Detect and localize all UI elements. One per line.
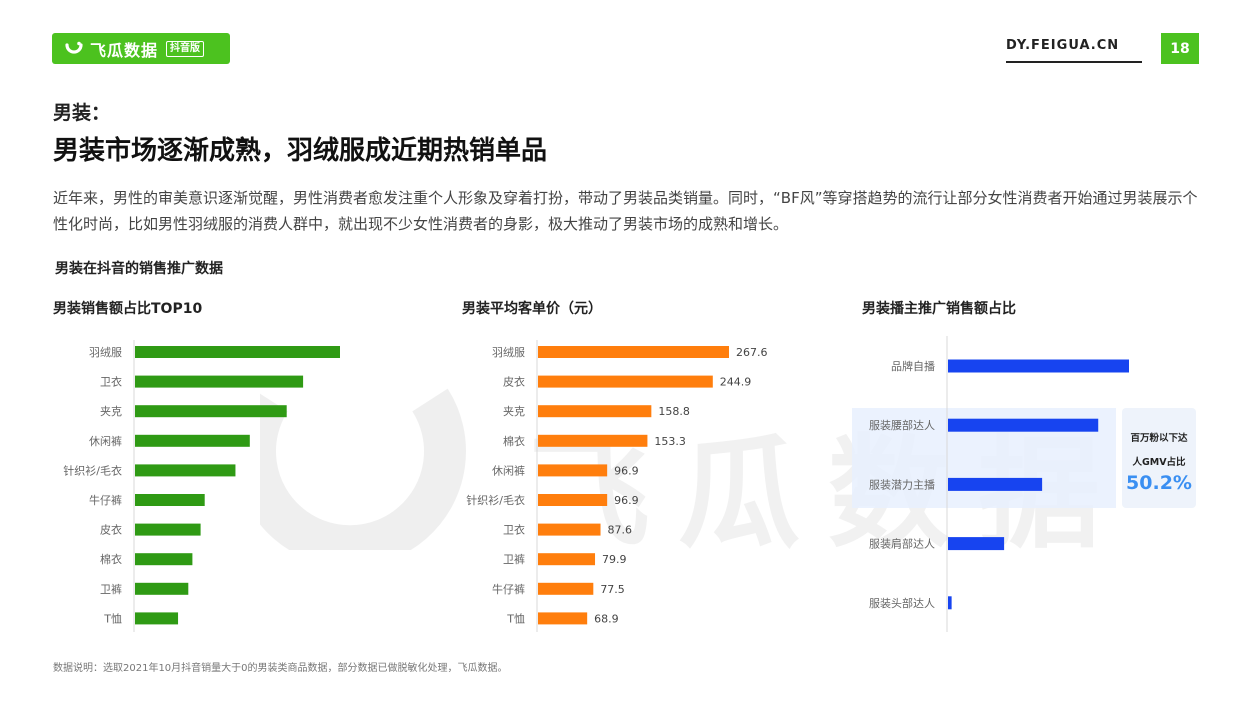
chart-1-value-label: 77.5 [600,583,625,596]
chart-1-category-label: 休闲裤 [492,463,525,477]
chart-0-category-label: 卫裤 [100,582,122,596]
page-number: 18 [1161,33,1199,64]
chart-title-streamer-share: 男装播主推广销售额占比 [862,301,1016,317]
chart-1-bar [538,553,596,566]
logo-badge: 抖音版 [166,40,205,57]
chart-2-bar [948,418,1099,432]
chart-1-category-label: 夹克 [503,405,525,418]
chart-1-value-label: 87.6 [608,524,633,537]
chart-2-category-label: 服装潜力主播 [869,477,935,491]
chart-0-category-label: 休闲裤 [89,434,122,448]
chart-title-sales-share: 男装销售额占比TOP10 [53,301,203,317]
chart-0-bar [135,612,179,625]
logo-text: 飞瓜数据 [90,40,159,60]
chart-1-bar [538,375,713,388]
chart-0-category-label: 卫衣 [100,375,122,389]
chart-0-bar [135,553,193,566]
chart-2-bar [948,359,1129,373]
annotation-value: 50.2% [1126,472,1192,494]
annotation-line1: 百万粉以下达 [1130,433,1188,444]
chart-1-bar [538,582,594,595]
chart-2-bar [948,477,1043,491]
annotation-line2: 人GMV占比 [1132,457,1186,468]
chart-0-category-label: 皮衣 [100,523,122,537]
chart-0-bar [135,405,287,418]
chart-1-category-label: 羽绒服 [492,346,525,359]
intro-paragraph: 近年来，男性的审美意识逐渐觉醒，男性消费者愈发注重个人形象及穿着打扮，带动了男装… [53,189,1198,233]
brand-logo: 飞瓜数据 抖音版 [52,33,230,64]
chart-0-category-label: 针织衫/毛衣 [63,463,122,477]
chart-1-value-label: 96.9 [614,494,639,507]
chart-0-bar [135,582,189,595]
chart-2-category-label: 服装头部达人 [869,596,935,610]
chart-1-bar [538,346,729,358]
chart-2-category-label: 品牌自播 [891,359,935,373]
chart-1-category-label: T恤 [506,612,525,625]
chart-2-category-label: 服装肩部达人 [869,537,935,551]
chart-1-bar [538,494,608,506]
chart-1-bar [538,405,652,418]
chart-1-value-label: 153.3 [654,435,686,448]
chart-1-value-label: 96.9 [614,464,639,477]
chart-0-bar [135,494,205,506]
chart-0-bar [135,464,236,477]
chart-2-bar [948,596,952,610]
chart-1-category-label: 牛仔裤 [492,582,525,596]
subsection-title: 男装在抖音的销售推广数据 [55,261,223,277]
section-label: 男装： [53,102,111,124]
chart-1-value-label: 68.9 [594,612,619,625]
chart-0-category-label: 羽绒服 [89,346,122,359]
chart-0-bar [135,375,304,388]
site-underline [1006,61,1142,63]
chart-1-value-label: 158.8 [658,405,690,418]
chart-0-category-label: 牛仔裤 [89,493,122,507]
chart-1-bar [538,523,601,536]
chart-0-bar [135,523,201,536]
chart-1-bar [538,612,588,625]
chart-1-bar [538,464,608,477]
gmv-annotation: 百万粉以下达 人GMV占比 50.2% [1122,408,1196,508]
chart-0-bar [135,434,250,447]
chart-1-category-label: 针织衫/毛衣 [466,493,525,507]
watermark-logo-icon [260,388,466,550]
chart-1-category-label: 皮衣 [503,375,525,389]
chart-1-value-label: 79.9 [602,553,627,566]
chart-1-bar [538,434,648,447]
chart-0-category-label: 夹克 [100,405,122,418]
chart-2-category-label: 服装腰部达人 [869,418,935,432]
chart-1-category-label: 卫裤 [503,552,525,566]
chart-1-category-label: 棉衣 [503,434,525,448]
chart-1-value-label: 267.6 [736,346,768,359]
chart-title-avg-price: 男装平均客单价（元） [462,301,602,317]
feigua-logo-icon [65,41,83,54]
footnote: 数据说明：选取2021年10月抖音销量大于0的男装类商品数据，部分数据已做脱敏化… [53,663,508,674]
chart-1-category-label: 卫衣 [503,523,525,537]
chart-2-bar [948,537,1005,551]
chart-1-value-label: 244.9 [720,376,752,389]
site-url[interactable]: DY.FEIGUA.CN [1006,38,1120,53]
chart-0-bar [135,346,340,358]
chart-0-category-label: T恤 [103,612,122,625]
page-title: 男装市场逐渐成熟，羽绒服成近期热销单品 [53,136,548,166]
chart-0-category-label: 棉衣 [100,552,122,566]
